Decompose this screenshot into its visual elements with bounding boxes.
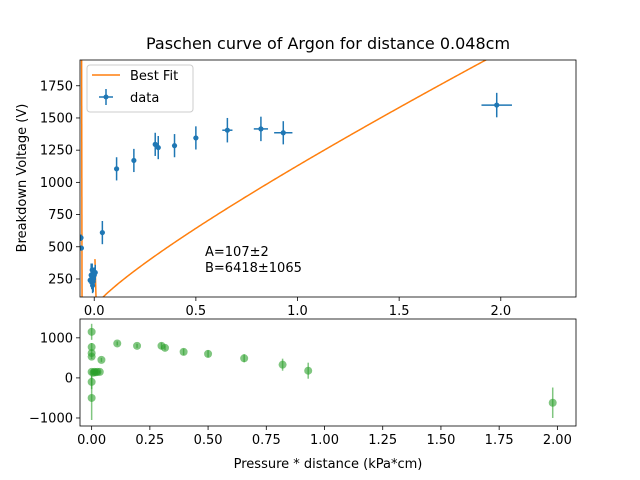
y-tick-label: −1000 (29, 411, 73, 426)
residual-point (548, 387, 557, 418)
residual-plot-panel: 0.00 0.25 0.50 0.75 1.00 1.25 1.50 1.75 2.00 −10… (29, 318, 577, 472)
data-point (113, 157, 120, 181)
x-axis-label: Pressure * distance (kPa*cm) (234, 457, 423, 472)
y-tick-label: 0 (65, 371, 73, 386)
residual-points-layer (87, 323, 557, 420)
data-points-layer (80, 92, 512, 294)
residual-point (160, 343, 169, 352)
data-point (131, 148, 137, 173)
residual-point (133, 341, 142, 350)
residual-point (87, 375, 96, 420)
x-tick-label: 0.75 (252, 433, 281, 448)
x-tick-label: 0.00 (77, 433, 106, 448)
top-x-axis: 0.0 0.5 1.0 1.5 2.0 (84, 297, 511, 319)
bottom-axes-frame (79, 318, 577, 427)
data-point (171, 134, 178, 158)
fit-param-b: B=6418±1065 (205, 261, 302, 276)
x-tick-label: 1.50 (426, 433, 455, 448)
legend-data-label: data (130, 91, 159, 106)
top-y-axis: 250 500 750 1000 1250 1500 1750 (40, 79, 80, 287)
residual-point (179, 347, 188, 356)
chart-title: Paschen curve of Argon for distance 0.04… (146, 34, 510, 53)
residual-point (87, 352, 96, 361)
legend: Best Fit data (86, 64, 194, 113)
x-tick-label: 1.25 (368, 433, 397, 448)
data-point (481, 92, 512, 118)
data-point (155, 135, 161, 160)
main-plot-panel: Paschen curve of Argon for distance 0.04… (15, 34, 577, 319)
y-tick-label: 250 (48, 272, 73, 287)
data-point (80, 234, 84, 241)
legend-box (86, 64, 194, 113)
y-tick-label: 750 (48, 208, 73, 223)
data-point (152, 132, 158, 156)
best-fit-layer (80, 60, 488, 297)
data-point (274, 121, 293, 145)
data-point (80, 245, 85, 251)
x-tick-label: 1.0 (287, 304, 308, 319)
y-tick-label: 1500 (40, 111, 73, 126)
x-tick-label: 0.0 (84, 304, 105, 319)
data-point (222, 117, 233, 143)
y-tick-label: 1000 (40, 331, 73, 346)
x-tick-label: 0.50 (194, 433, 223, 448)
residual-point (113, 339, 122, 348)
x-tick-label: 1.5 (389, 304, 410, 319)
fit-param-a: A=107±2 (205, 245, 269, 260)
residual-point (304, 362, 313, 379)
legend-data-swatch (99, 89, 113, 105)
data-point (193, 126, 199, 150)
residual-point (97, 355, 106, 364)
y-tick-label: 500 (48, 240, 73, 255)
x-tick-label: 2.00 (543, 433, 572, 448)
residual-point (278, 358, 287, 371)
best-fit-curve (94, 60, 488, 297)
x-tick-label: 1.75 (485, 433, 514, 448)
legend-fit-label: Best Fit (130, 69, 178, 84)
top-axes-frame (79, 59, 577, 298)
residual-point (204, 349, 213, 358)
data-point (92, 264, 98, 281)
x-tick-label: 0.5 (186, 304, 207, 319)
y-tick-label: 1250 (40, 144, 73, 159)
x-tick-label: 1.00 (310, 433, 339, 448)
x-tick-label: 0.25 (135, 433, 164, 448)
residual-point (95, 367, 104, 376)
data-point (99, 221, 105, 245)
y-tick-label: 1000 (40, 176, 73, 191)
x-tick-label: 2.0 (490, 304, 511, 319)
residual-point (87, 323, 96, 340)
y-tick-label: 1750 (40, 79, 73, 94)
bottom-y-axis: −1000 0 1000 (29, 331, 80, 426)
residual-point (240, 354, 249, 363)
data-point (253, 116, 269, 142)
y-axis-label: Breakdown Voltage (V) (15, 104, 30, 253)
bottom-x-axis: 0.00 0.25 0.50 0.75 1.00 1.25 1.50 1.75 2.00 (77, 426, 572, 448)
